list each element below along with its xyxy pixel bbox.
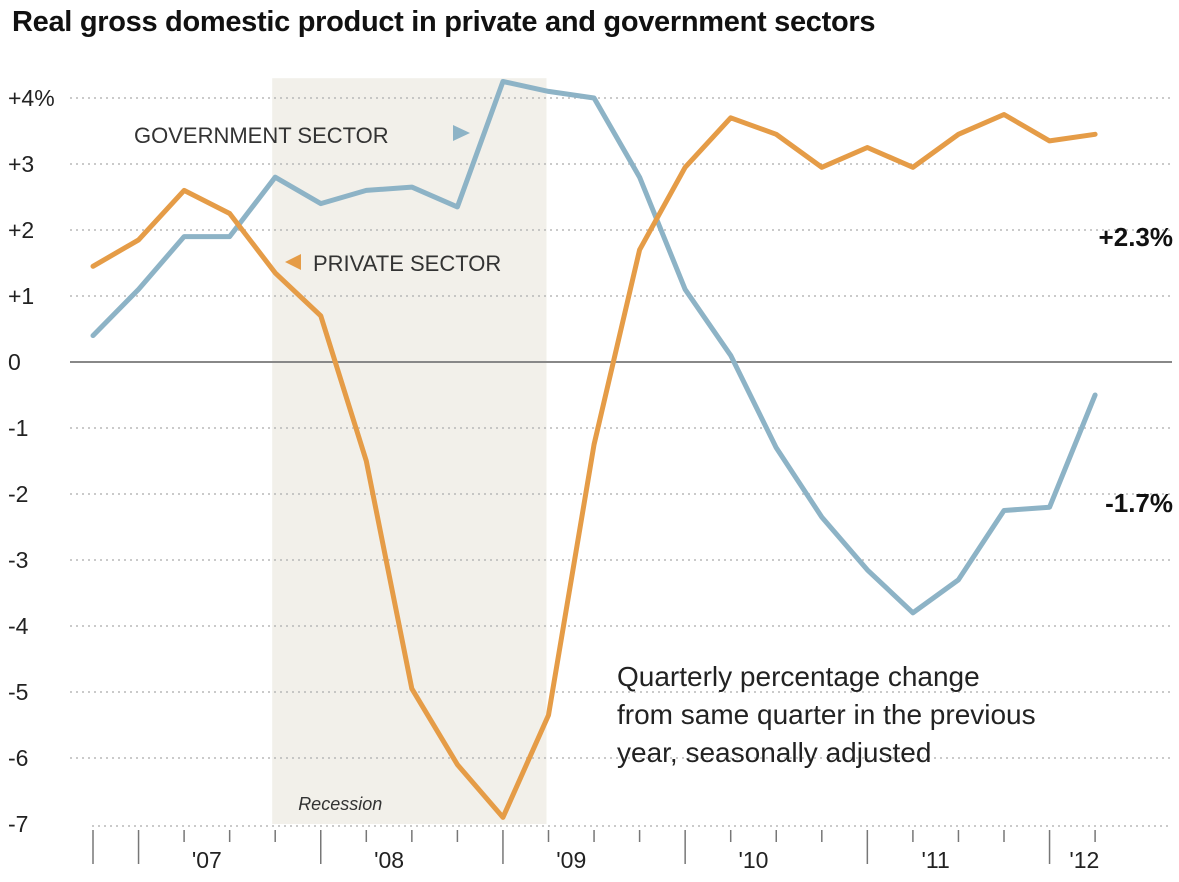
y-tick-label: +1	[8, 283, 34, 309]
y-tick-label: -3	[8, 547, 28, 573]
y-tick-label: +4%	[8, 85, 55, 111]
chart-note-line: year, seasonally adjusted	[617, 737, 931, 768]
x-tick-label: '08	[374, 847, 404, 873]
private-arrow-icon	[285, 254, 301, 270]
recession-shade	[272, 78, 547, 824]
recession-label: Recession	[298, 794, 382, 814]
x-tick-label: '07	[192, 847, 222, 873]
government-end-value: -1.7%	[1105, 488, 1173, 518]
x-tick-label: '10	[738, 847, 768, 873]
private-sector-label: PRIVATE SECTOR	[313, 251, 501, 276]
government-sector-label: GOVERNMENT SECTOR	[134, 123, 389, 148]
x-tick-label: '09	[556, 847, 586, 873]
private-sector-line	[90, 112, 1098, 820]
y-tick-label: -6	[8, 745, 28, 771]
y-tick-label: -5	[8, 679, 28, 705]
y-tick-label: +2	[8, 217, 34, 243]
recession-band: Recession	[272, 78, 547, 824]
x-tick-label: '12	[1069, 847, 1099, 873]
chart-note-line: from same quarter in the previous	[617, 699, 1036, 730]
gridlines	[70, 97, 1172, 759]
y-tick-label: -1	[8, 415, 28, 441]
y-tick-label: -2	[8, 481, 28, 507]
chart-title: Real gross domestic product in private a…	[12, 6, 876, 38]
x-tick-label: '11	[922, 847, 950, 873]
government-sector-line	[90, 79, 1098, 616]
y-tick-label: +3	[8, 151, 34, 177]
private-end-value: +2.3%	[1099, 222, 1173, 252]
y-tick-label: -7	[8, 811, 28, 837]
government-arrow-icon	[453, 125, 470, 141]
y-tick-label: -4	[8, 613, 29, 639]
series-lines	[90, 79, 1098, 820]
y-axis: +4% +3 +2 +1 0 -1 -2 -3 -4 -5 -6 -7	[8, 85, 55, 837]
y-tick-label: 0	[8, 349, 21, 375]
annotations: GOVERNMENT SECTOR PRIVATE SECTOR +2.3% -1.7…	[134, 123, 1173, 768]
chart-note-line: Quarterly percentage change	[617, 661, 980, 692]
x-axis: '07 '08 '09 '10 '11 '12	[92, 825, 1172, 873]
